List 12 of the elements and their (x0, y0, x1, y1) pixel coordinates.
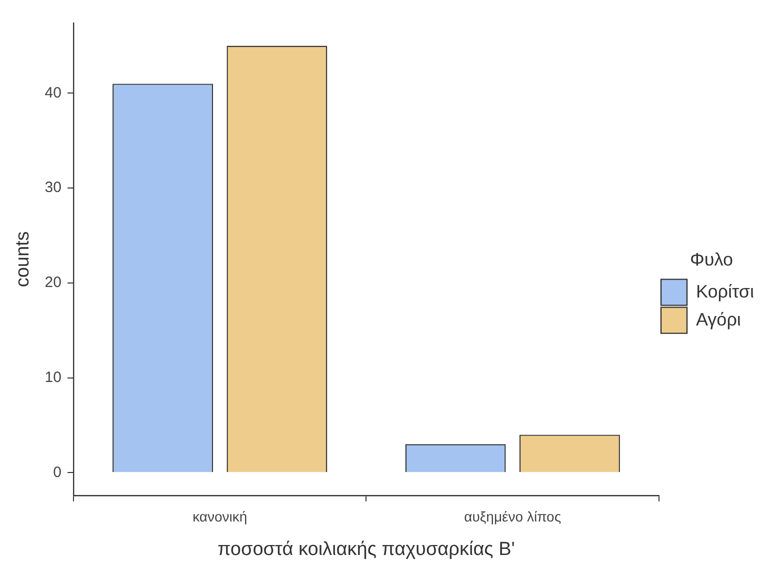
y-tick-label: 10 (44, 368, 62, 386)
y-tick-label: 30 (44, 179, 62, 196)
y-tick-label: 0 (53, 464, 62, 481)
y-tick-label: 40 (44, 84, 62, 102)
x-axis-title: ποσοστά κοιλιακής παχυσαρκίας Β' (218, 538, 515, 560)
legend-label: Αγόρι (696, 309, 741, 330)
x-tick-label: αυξημένο λίπος (464, 508, 562, 525)
y-tick-label: 20 (44, 274, 62, 292)
y-axis-title: counts (12, 231, 34, 288)
legend-label: Κορίτσι (696, 281, 754, 302)
x-tick-label: κανονική (192, 508, 248, 525)
legend-title: Φυλο (690, 250, 733, 270)
